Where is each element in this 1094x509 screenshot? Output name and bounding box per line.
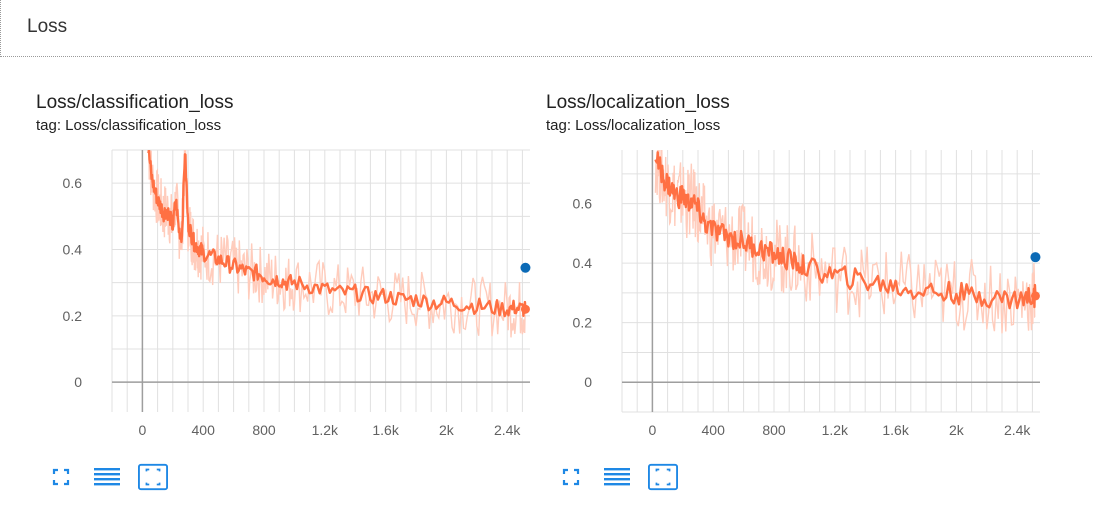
fullscreen-button[interactable] — [556, 462, 586, 492]
series-end-point — [1030, 291, 1040, 301]
y-tick-label: 0.4 — [63, 241, 83, 257]
chart-tag: tag: Loss/classification_loss — [36, 117, 222, 134]
x-tick-label: 0 — [649, 422, 657, 438]
fit-domain-button[interactable] — [648, 462, 678, 492]
x-tick-label: 0 — [139, 422, 147, 438]
y-tick-label: 0.2 — [63, 308, 83, 324]
chart-classification-loss[interactable]: 0 400 800 1.2k 1.6k 2k 2.4k 0 0.2 0.4 0.6 — [36, 86, 536, 458]
smoothed-series-line — [654, 151, 1037, 310]
x-tick-label: 2.4k — [494, 422, 521, 438]
data-table-button[interactable] — [602, 462, 632, 492]
x-tick-label: 400 — [702, 422, 726, 438]
fit-domain-icon — [138, 463, 168, 491]
fullscreen-icon — [562, 468, 580, 486]
x-tick-label: 1.2k — [312, 422, 339, 438]
y-tick-label: 0 — [584, 374, 592, 390]
chart-card-classification-loss: Loss/classification_loss tag: Loss/class… — [36, 86, 536, 496]
data-table-button[interactable] — [92, 462, 122, 492]
x-tick-label: 2k — [949, 422, 965, 438]
x-tick-label: 1.6k — [372, 422, 399, 438]
fit-domain-icon — [648, 463, 678, 491]
section-header[interactable]: Loss — [0, 0, 1092, 57]
chart-localization-loss[interactable]: 0 400 800 1.2k 1.6k 2k 2.4k 0 0.2 0.4 0.6 — [546, 86, 1046, 458]
chart-title: Loss/localization_loss — [546, 92, 730, 113]
fit-domain-button[interactable] — [138, 462, 168, 492]
y-tick-label: 0 — [74, 374, 82, 390]
chart-tag: tag: Loss/localization_loss — [546, 117, 721, 134]
y-tick-label: 0.6 — [573, 196, 593, 212]
chart-toolbar — [556, 462, 694, 492]
x-tick-label: 800 — [252, 422, 276, 438]
chart-card-localization-loss: Loss/localization_loss tag: Loss/localiz… — [546, 86, 1046, 496]
x-tick-label: 800 — [762, 422, 786, 438]
chart-toolbar — [46, 462, 184, 492]
x-tick-label: 1.2k — [822, 422, 849, 438]
y-tick-label: 0.6 — [63, 175, 83, 191]
section-title: Loss — [27, 16, 68, 37]
x-tick-label: 2k — [439, 422, 455, 438]
chart-title: Loss/classification_loss — [36, 92, 234, 113]
raw-series-line — [654, 150, 1036, 334]
smoothed-series-line — [147, 150, 527, 318]
raw-series-line — [147, 150, 526, 338]
series-end-point — [520, 304, 530, 314]
y-tick-label: 0.2 — [573, 315, 593, 331]
data-table-icon — [94, 468, 120, 486]
data-table-icon — [604, 468, 630, 486]
last-value-point — [1030, 252, 1041, 263]
fullscreen-icon — [52, 468, 70, 486]
x-tick-label: 1.6k — [882, 422, 909, 438]
x-tick-label: 400 — [192, 422, 216, 438]
fullscreen-button[interactable] — [46, 462, 76, 492]
last-value-point — [520, 262, 531, 273]
x-tick-label: 2.4k — [1004, 422, 1031, 438]
y-tick-label: 0.4 — [573, 255, 593, 271]
